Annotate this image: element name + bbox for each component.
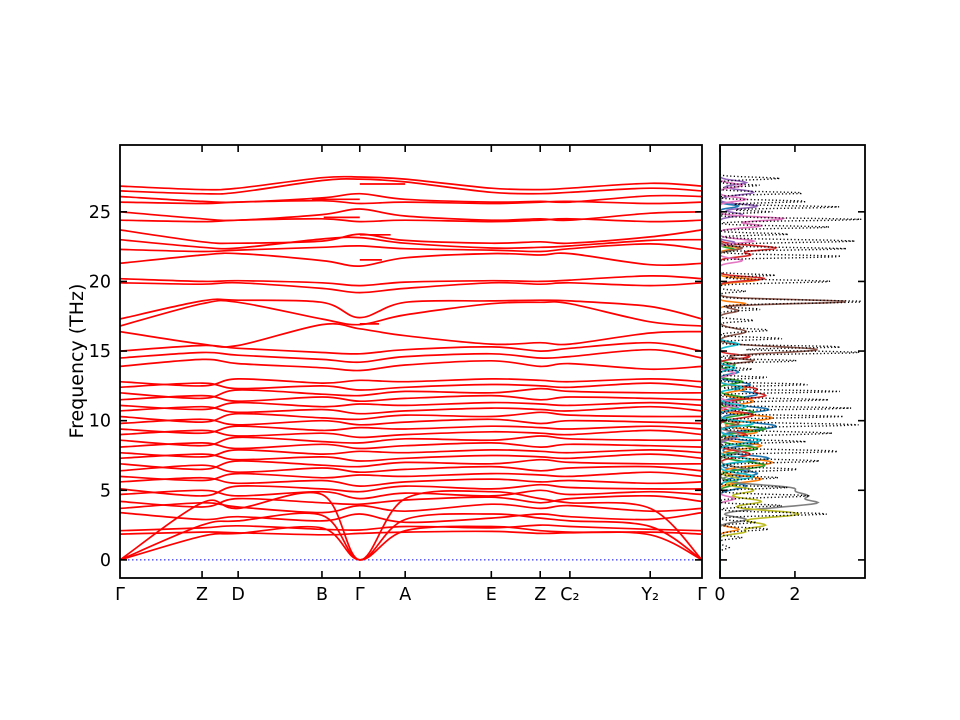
phonon-band xyxy=(120,512,702,561)
phonon-band xyxy=(120,511,702,524)
pdos-olive-curve xyxy=(720,148,801,571)
band-structure-panel xyxy=(120,175,702,561)
phonon-band xyxy=(120,275,702,287)
phonon-band xyxy=(120,489,702,500)
phonon-band xyxy=(120,405,702,415)
phonon-band xyxy=(120,243,702,253)
y-tick-label: 5 xyxy=(100,481,111,501)
phonon-band xyxy=(120,425,702,435)
phonon-band xyxy=(120,449,702,458)
pdos-pink-curve xyxy=(720,148,787,571)
kpoint-label: Γ xyxy=(697,585,707,605)
phonon-band xyxy=(120,208,702,222)
phonon-band xyxy=(120,435,702,447)
phonon-band xyxy=(120,394,702,403)
phonon-band xyxy=(120,494,702,508)
y-tick-label: 25 xyxy=(89,203,111,223)
dos-x-tick-label: 2 xyxy=(789,585,800,605)
y-tick-label: 10 xyxy=(89,412,111,432)
dos-x-tick-label: 0 xyxy=(714,585,725,605)
phonon-band xyxy=(120,382,702,391)
phonon-band xyxy=(120,236,702,250)
kpoint-label: C₂ xyxy=(560,585,579,605)
band-panel-frame xyxy=(119,144,703,579)
kpoint-label: B xyxy=(316,585,328,605)
phonon-band xyxy=(120,442,702,450)
phonon-band xyxy=(120,387,702,400)
kpoint-label: Γ xyxy=(355,585,365,605)
phonon-band xyxy=(120,298,702,320)
phonon-band xyxy=(120,299,702,327)
kpoint-label: Y₂ xyxy=(640,585,659,605)
axis-ticks xyxy=(120,145,865,578)
phonon-band xyxy=(120,530,702,536)
phonon-band xyxy=(120,524,702,532)
phonon-band xyxy=(120,501,702,514)
phonon-band xyxy=(120,483,702,497)
phonon-band xyxy=(120,175,702,191)
phonon-band xyxy=(120,418,702,426)
kpoint-label: E xyxy=(486,585,497,605)
kpoint-label: D xyxy=(231,585,244,605)
kpoint-label: Γ xyxy=(115,585,125,605)
phonon-band xyxy=(120,464,702,474)
phonon-bands xyxy=(120,175,702,561)
phonon-band xyxy=(120,358,702,372)
kpoint-label: Z xyxy=(196,585,208,605)
phonon-band xyxy=(120,229,702,245)
kpoint-label: A xyxy=(399,585,411,605)
y-tick-label: 0 xyxy=(100,551,111,571)
phonon-band xyxy=(120,429,702,439)
phonon-band xyxy=(120,192,702,204)
kpoint-label: Z xyxy=(534,585,546,605)
phonon-band xyxy=(120,178,702,195)
phonon-band xyxy=(120,411,702,423)
phonon-band xyxy=(120,401,702,411)
phonon-band xyxy=(120,378,702,387)
phonon-band xyxy=(120,471,702,482)
y-axis-label: Frequency (THz) xyxy=(66,283,88,439)
y-tick-label: 15 xyxy=(89,342,111,362)
pdos-gray-curve xyxy=(720,148,820,571)
y-tick-label: 20 xyxy=(89,272,111,292)
phonon-band xyxy=(120,322,702,348)
phonon-band xyxy=(120,476,702,487)
phonon-band xyxy=(120,453,702,462)
phonon-band xyxy=(120,252,702,267)
pdos-purple-curve xyxy=(720,148,760,571)
pdos-brown-curve xyxy=(720,148,846,571)
phonon-band xyxy=(120,348,702,364)
phonon-band xyxy=(120,281,702,294)
dos-panel-frame xyxy=(719,144,866,579)
phonon-band xyxy=(120,458,702,471)
pdos-red-curve xyxy=(720,148,778,571)
